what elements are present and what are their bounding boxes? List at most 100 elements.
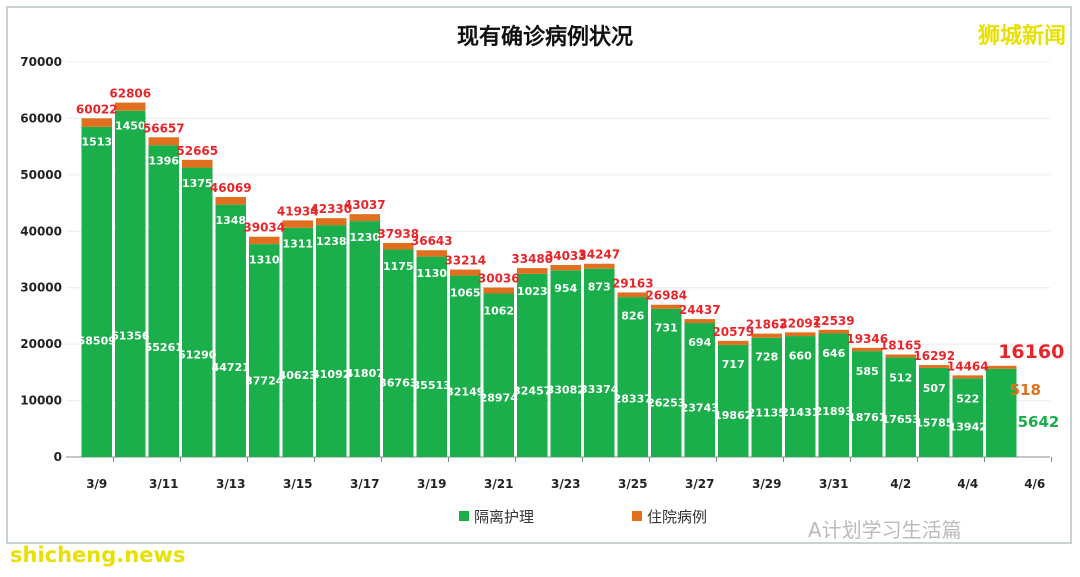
isolation-label: 21431 — [781, 406, 819, 419]
bar-isolation — [215, 204, 246, 457]
isolation-label: 41807 — [346, 367, 384, 380]
bar-hospital — [182, 159, 213, 168]
bar-isolation — [651, 308, 682, 457]
isolation-label: 35513 — [413, 379, 451, 392]
hospital-label: 1065 — [450, 287, 481, 300]
total-label: 60022 — [76, 102, 118, 116]
bar-isolation — [617, 297, 648, 457]
isolation-label: 51290 — [178, 349, 217, 362]
bar-isolation — [249, 244, 280, 457]
bar-isolation — [718, 344, 749, 457]
bar-hospital — [148, 137, 179, 146]
total-label: 52665 — [176, 144, 218, 158]
total-label: 24437 — [679, 303, 721, 317]
bar-isolation — [986, 368, 1017, 457]
y-tick-label: 30000 — [20, 281, 62, 295]
y-tick-label: 10000 — [20, 394, 62, 408]
bar-hospital — [852, 347, 883, 352]
isolation-label: 26253 — [647, 397, 685, 410]
x-tick-label: 3/29 — [752, 477, 781, 491]
isolation-label: 21135 — [748, 406, 786, 419]
total-label: 22091 — [779, 316, 821, 330]
legend-swatch-isolation — [459, 511, 469, 521]
bar-isolation — [550, 270, 581, 457]
x-tick-label: 3/13 — [216, 477, 245, 491]
bar-isolation — [785, 336, 816, 457]
bar-hospital — [483, 287, 514, 294]
hospital-label: 728 — [755, 351, 778, 364]
isolation-label: 17653 — [882, 413, 920, 426]
bar-hospital — [952, 375, 983, 379]
x-tick-label: 4/2 — [890, 477, 911, 491]
hospital-label: 1130 — [416, 267, 447, 280]
bar-hospital — [986, 365, 1017, 369]
watermark-bottom-left: shicheng.news — [10, 543, 186, 567]
hospital-label: 954 — [554, 282, 577, 295]
isolation-label: 33374 — [580, 383, 619, 396]
x-tick-label: 3/11 — [149, 477, 178, 491]
bar-isolation — [81, 126, 112, 457]
total-label: 16160 — [998, 341, 1064, 363]
bar-isolation — [852, 351, 883, 457]
y-tick-label: 0 — [54, 450, 62, 464]
total-label: 22539 — [813, 314, 855, 328]
total-label: 56657 — [143, 121, 185, 135]
bar-isolation — [584, 268, 615, 457]
total-label: 36643 — [411, 234, 453, 248]
bar-hospital — [785, 332, 816, 337]
total-label: 16292 — [913, 349, 955, 363]
bar-hospital — [718, 340, 749, 345]
bar-hospital — [651, 304, 682, 309]
x-tick-label: 3/23 — [551, 477, 580, 491]
x-tick-label: 3/21 — [484, 477, 513, 491]
hospital-label: 1230 — [349, 231, 380, 244]
y-tick-label: 60000 — [20, 111, 62, 125]
hospital-label: 1396 — [148, 154, 179, 167]
total-label: 18165 — [880, 338, 922, 352]
bar-isolation — [282, 227, 313, 457]
bar-hospital — [249, 236, 280, 245]
isolation-label: 23743 — [681, 401, 719, 414]
hospital-label: 1023 — [517, 285, 548, 298]
total-label: 62806 — [109, 87, 151, 101]
bar-hospital — [818, 329, 849, 334]
bar-hospital — [81, 118, 112, 127]
total-label: 41934 — [277, 204, 319, 218]
bar-isolation — [182, 167, 213, 457]
bar-isolation — [450, 275, 481, 457]
bar-hospital — [316, 218, 347, 226]
hospital-label: 1238 — [316, 235, 347, 248]
hospital-label: 731 — [655, 322, 678, 335]
legend-label-hospital: 住院病例 — [647, 508, 707, 526]
bar-isolation — [517, 273, 548, 457]
total-label: 33214 — [444, 254, 486, 268]
total-label: 37938 — [377, 227, 419, 241]
isolation-label: 28974 — [480, 391, 519, 404]
isolation-label: 15785 — [915, 417, 953, 430]
total-label: 34033 — [545, 249, 587, 263]
hospital-label: 1375 — [182, 177, 213, 190]
isolation-label: 19862 — [714, 409, 752, 422]
isolation-label: 32149 — [446, 385, 484, 398]
bar-hospital — [349, 214, 380, 222]
hospital-label: 1450 — [115, 120, 146, 133]
x-tick-label: 4/4 — [957, 477, 978, 491]
bar-hospital — [919, 365, 950, 368]
legend-label-isolation: 隔离护理 — [474, 508, 534, 526]
total-label: 19346 — [846, 332, 888, 346]
bar-hospital — [416, 250, 447, 257]
isolation-label: 55261 — [145, 341, 183, 354]
isolation-label: 33082 — [547, 384, 585, 397]
isolation-label: 44721 — [212, 361, 250, 374]
isolation-label: 15642 — [1007, 413, 1059, 431]
x-tick-label: 3/27 — [685, 477, 714, 491]
total-label: 26984 — [645, 289, 687, 303]
hospital-label: 1175 — [383, 260, 414, 273]
total-label: 42330 — [310, 202, 352, 216]
hospital-label: 826 — [621, 309, 644, 322]
bar-hospital — [550, 264, 581, 271]
bar-hospital — [383, 242, 414, 250]
y-tick-label: 20000 — [20, 337, 62, 351]
x-tick-label: 3/31 — [819, 477, 848, 491]
